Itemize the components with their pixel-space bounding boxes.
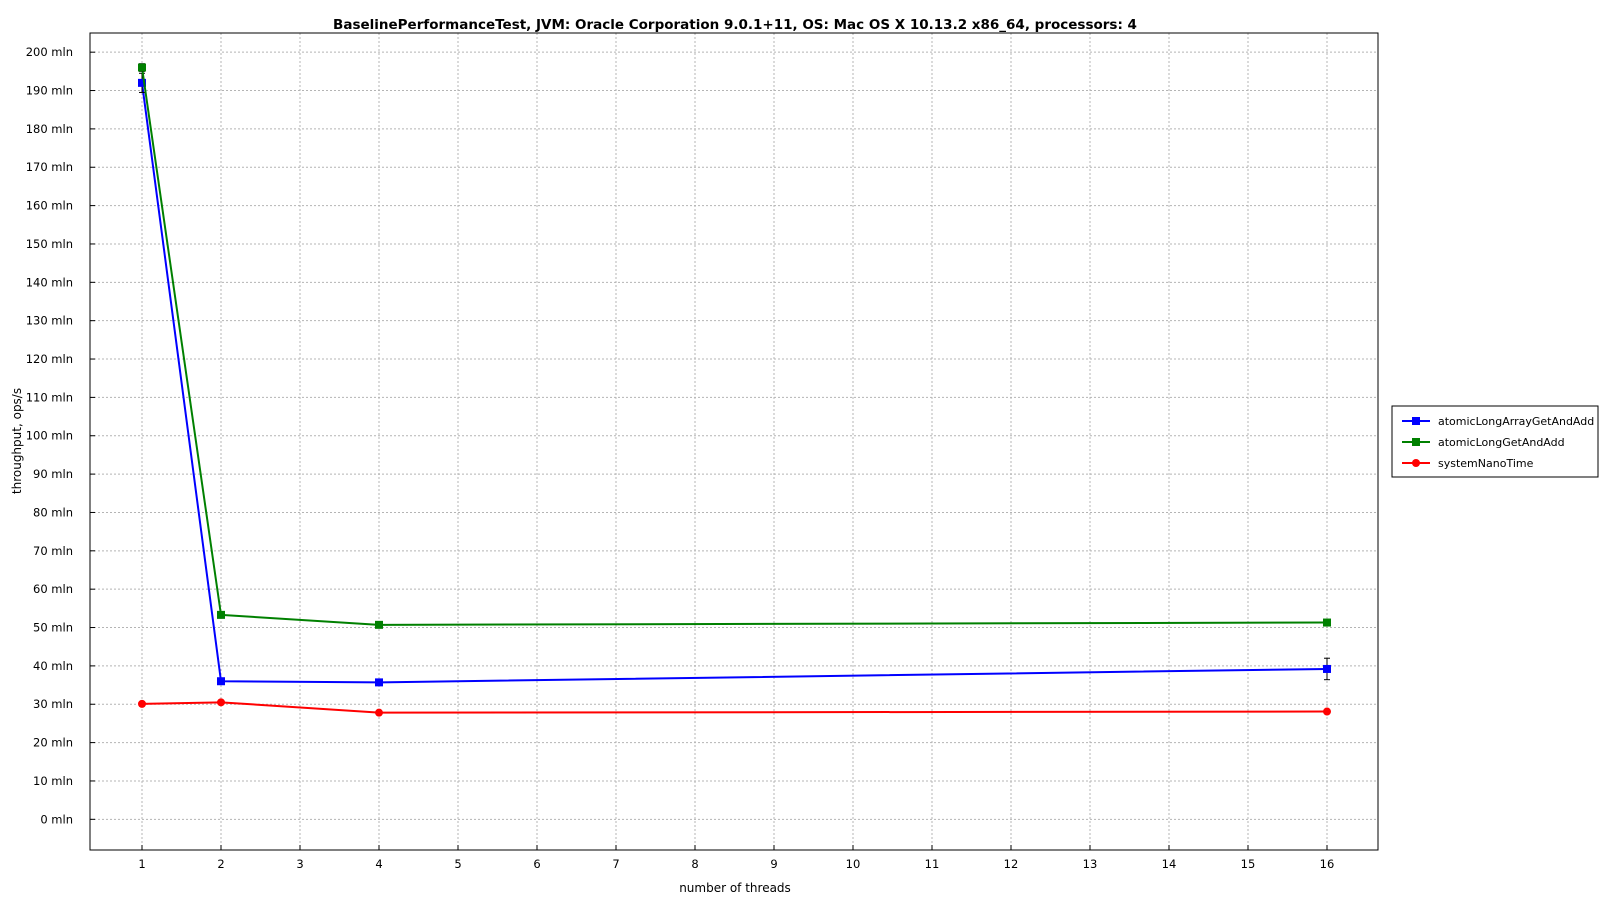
y-tick-label: 0 mln	[40, 812, 73, 826]
series-atomicLongGetAndAdd	[138, 63, 1331, 629]
x-tick-label: 15	[1241, 857, 1256, 871]
x-tick-label: 3	[296, 857, 303, 871]
x-tick-label: 4	[375, 857, 382, 871]
series-line	[141, 701, 1328, 714]
legend-label: systemNanoTime	[1438, 457, 1534, 470]
y-tick-label: 140 mln	[26, 275, 73, 289]
data-point	[217, 610, 225, 619]
legend-swatch-marker	[1412, 417, 1420, 425]
series-systemNanoTime	[138, 698, 1331, 717]
series-atomicLongArrayGetAndAdd	[138, 72, 1331, 687]
legend-swatch-marker	[1412, 459, 1420, 467]
y-axis-label: throughput, ops/s	[10, 388, 24, 494]
y-tick-label: 80 mln	[33, 505, 73, 519]
x-tick-label: 7	[612, 857, 619, 871]
data-point	[217, 698, 225, 707]
y-tick-label: 180 mln	[26, 122, 73, 136]
x-tick-label: 12	[1004, 857, 1019, 871]
y-tick-label: 110 mln	[26, 390, 73, 404]
legend-label: atomicLongArrayGetAndAdd	[1438, 415, 1594, 428]
x-tick-label: 14	[1162, 857, 1177, 871]
y-tick-label: 60 mln	[33, 582, 73, 596]
x-axis-label: number of threads	[679, 881, 791, 895]
y-tick-label: 90 mln	[33, 467, 73, 481]
y-tick-label: 190 mln	[26, 84, 73, 98]
data-point	[375, 678, 383, 687]
y-tick-label: 70 mln	[33, 544, 73, 558]
series-group	[138, 63, 1331, 717]
x-tick-label: 11	[925, 857, 940, 871]
data-point	[217, 677, 225, 686]
legend: atomicLongArrayGetAndAdd atomicLongGetAnd…	[1391, 405, 1599, 478]
x-tick-label: 16	[1320, 857, 1335, 871]
legend-label: atomicLongGetAndAdd	[1438, 436, 1565, 449]
y-tick-label: 100 mln	[26, 429, 73, 443]
y-axis: 0 mln 10 mln 20 mln 30 mln 40 mln 50 mln 60 ml…	[26, 45, 95, 826]
y-tick-label: 10 mln	[33, 774, 73, 788]
x-tick-label: 5	[454, 857, 461, 871]
y-tick-label: 20 mln	[33, 736, 73, 750]
data-point	[138, 63, 146, 72]
y-tick-label: 200 mln	[26, 45, 73, 59]
data-point	[375, 620, 383, 629]
y-tick-label: 160 mln	[26, 199, 73, 213]
y-tick-label: 170 mln	[26, 160, 73, 174]
data-point	[138, 699, 146, 708]
series-line	[141, 82, 1328, 684]
legend-swatch-marker	[1412, 438, 1420, 446]
chart-title: BaselinePerformanceTest, JVM: Oracle Cor…	[333, 17, 1137, 33]
x-tick-label: 1	[138, 857, 145, 871]
y-tick-label: 120 mln	[26, 352, 73, 366]
x-tick-label: 10	[846, 857, 861, 871]
data-point	[138, 78, 146, 87]
data-point	[1323, 664, 1331, 673]
plot-area	[89, 32, 1379, 851]
y-tick-label: 40 mln	[33, 659, 73, 673]
y-tick-label: 150 mln	[26, 237, 73, 251]
data-point	[1323, 707, 1331, 716]
series-line	[141, 67, 1328, 626]
x-tick-label: 2	[217, 857, 224, 871]
x-tick-label: 6	[533, 857, 540, 871]
x-tick-label: 8	[691, 857, 698, 871]
x-tick-label: 13	[1083, 857, 1098, 871]
x-tick-label: 9	[770, 857, 777, 871]
x-axis: 1 2 3 4 5 6 7 8 9 10 11 12 13 14 15 16	[138, 845, 1334, 871]
y-tick-label: 30 mln	[33, 697, 73, 711]
y-tick-label: 130 mln	[26, 314, 73, 328]
data-point	[1323, 618, 1331, 627]
y-tick-label: 50 mln	[33, 621, 73, 635]
grid	[90, 33, 1378, 850]
data-point	[375, 708, 383, 717]
